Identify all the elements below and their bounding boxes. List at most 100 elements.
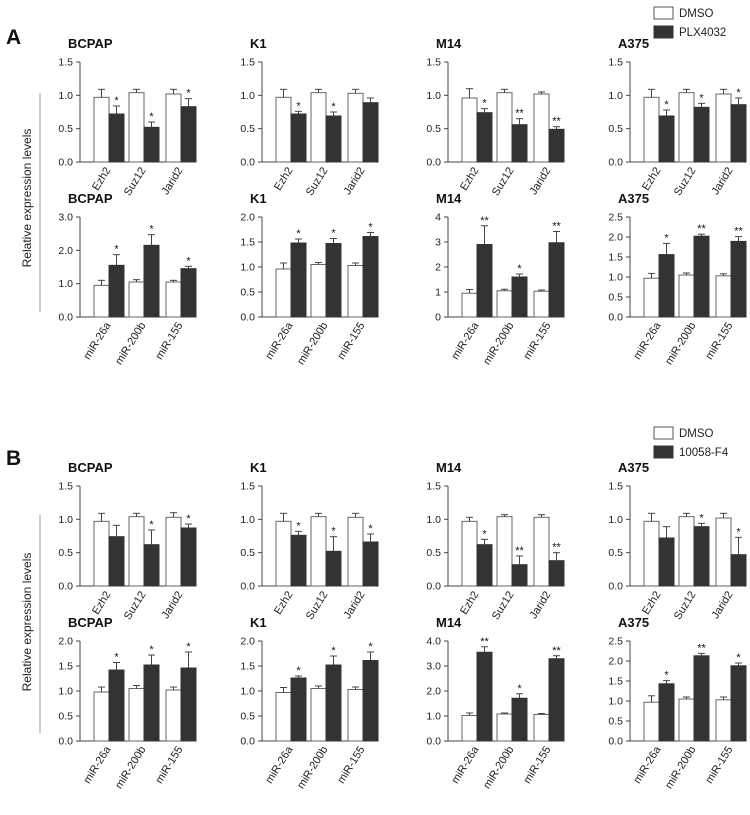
y-tick-label: 1.5	[608, 481, 623, 493]
category-label: miR-155	[335, 320, 367, 362]
bar-control	[715, 699, 732, 742]
y-tick-label: 1.0	[608, 696, 623, 708]
section-a: A Relative expression levels DMSO PLX403…	[6, 6, 726, 312]
chart-4: A375 0.0 0.5 1.0 1.5 * Ezh2 * Suz12 * Jarid2	[608, 36, 747, 198]
category-label: Ezh2	[90, 589, 113, 617]
legend-swatch-plx4032	[653, 25, 674, 39]
bar-treated	[290, 534, 307, 587]
category-label: Ezh2	[272, 165, 295, 193]
chart-9: BCPAP 0.0 0.5 1.0 1.5 Ezh2 * Suz12 * Jarid2	[58, 460, 197, 622]
y-tick-label: 1.5	[426, 57, 441, 69]
y-tick-label: 2.5	[608, 212, 623, 224]
category-label: miR-200b	[481, 744, 516, 791]
category-label: Ezh2	[90, 165, 113, 193]
y-tick-label: 1.0	[240, 262, 255, 274]
significance-mark: *	[736, 652, 741, 664]
significance-mark: **	[697, 223, 706, 235]
category-label: miR-26a	[81, 319, 114, 361]
bar-treated	[730, 665, 747, 742]
bar-control	[643, 520, 660, 587]
y-tick-label: 0.0	[426, 581, 441, 593]
chart-title: A375	[618, 460, 649, 475]
bar-control	[93, 520, 110, 587]
significance-mark: **	[515, 108, 524, 120]
bar-treated	[693, 235, 710, 318]
y-tick-label: 1.5	[240, 57, 255, 69]
significance-mark: *	[296, 665, 301, 677]
y-tick-label: 0.0	[608, 157, 623, 169]
category-label: miR-26a	[263, 319, 296, 361]
y-tick-label: 1.5	[240, 237, 255, 249]
chart-11: M14 0.0 0.5 1.0 1.5 * Ezh2 ** Suz12 ** Jarid2	[426, 460, 565, 622]
significance-mark: *	[331, 526, 336, 538]
category-label: Jarid2	[159, 165, 185, 197]
bar-treated	[143, 664, 160, 742]
y-tick-label: 0.5	[240, 547, 255, 559]
y-tick-label: 0.0	[608, 581, 623, 593]
y-tick-label: 0.5	[608, 716, 623, 728]
bar-control	[128, 281, 145, 318]
significance-mark: *	[296, 520, 301, 532]
chart-14: K1 0.0 0.5 1.0 1.5 2.0 * miR-26a * miR-200b * miR-1…	[240, 615, 379, 791]
y-tick-label: 0.0	[426, 157, 441, 169]
y-tick-label: 0.5	[608, 123, 623, 135]
bar-treated	[658, 537, 675, 587]
bar-treated	[511, 276, 528, 318]
bar-control	[347, 516, 364, 587]
chart-10: K1 0.0 0.5 1.0 1.5 * Ezh2 * Suz12 * Jarid2	[240, 460, 379, 622]
category-label: miR-26a	[263, 743, 296, 785]
chart-2: K1 0.0 0.5 1.0 1.5 * Ezh2 * Suz12 Jarid2	[240, 36, 379, 198]
y-tick-label: 1.5	[240, 481, 255, 493]
y-tick-label: 0.0	[240, 312, 255, 324]
y-tick-label: 2.0	[240, 636, 255, 648]
category-label: miR-155	[153, 744, 185, 786]
bar-control	[715, 93, 732, 163]
category-label: Ezh2	[640, 165, 663, 193]
y-tick-label: 1.0	[426, 514, 441, 526]
y-tick-label: 3.0	[58, 212, 73, 224]
bar-control	[533, 714, 550, 742]
section-b: B Relative expression levels DMSO 10058-…	[6, 426, 729, 733]
bar-control	[496, 713, 513, 742]
y-tick-label: 2.0	[58, 245, 73, 257]
y-tick-label: 0.0	[58, 312, 73, 324]
bar-treated	[658, 683, 675, 742]
bar-control	[461, 97, 478, 163]
section-a-letter: A	[6, 26, 21, 49]
significance-mark: *	[186, 88, 191, 100]
significance-mark: *	[296, 228, 301, 240]
significance-mark: *	[149, 644, 154, 656]
bar-control	[165, 689, 182, 742]
significance-mark: *	[736, 87, 741, 99]
y-tick-label: 1.0	[608, 272, 623, 284]
category-label: miR-200b	[295, 744, 330, 791]
y-tick-label: 1.0	[58, 90, 73, 102]
category-label: miR-155	[703, 320, 735, 362]
bar-treated	[476, 544, 493, 587]
bar-treated	[730, 240, 747, 318]
bar-control	[275, 520, 292, 587]
bar-control	[678, 516, 695, 587]
bar-control	[496, 290, 513, 318]
y-tick-label: 1.0	[58, 514, 73, 526]
bar-control	[310, 264, 327, 318]
significance-mark: *	[296, 100, 301, 112]
significance-mark: *	[186, 641, 191, 653]
y-tick-label: 1.5	[58, 481, 73, 493]
chart-title: K1	[250, 191, 267, 206]
y-tick-label: 0.0	[58, 736, 73, 748]
bar-treated	[325, 243, 342, 318]
bar-control	[461, 292, 478, 318]
section-b-letter: B	[6, 447, 21, 470]
significance-mark: *	[699, 92, 704, 104]
legend-label-dmso-b: DMSO	[679, 428, 714, 440]
chart-7: M14 0 1 2 3 4 ** miR-26a * miR-200b ** miR-155	[435, 191, 565, 367]
category-label: miR-26a	[81, 743, 114, 785]
chart-16: A375 0.0 0.5 1.0 1.5 2.0 2.5 * miR-26a ** miR-200b…	[608, 615, 747, 791]
y-tick-label: 1.0	[58, 278, 73, 290]
legend-swatch-dmso	[653, 6, 674, 20]
legend-label-plx4032: PLX4032	[679, 27, 726, 39]
y-tick-label: 2.5	[608, 636, 623, 648]
y-tick-label: 0.5	[426, 123, 441, 135]
y-tick-label: 1.5	[426, 481, 441, 493]
